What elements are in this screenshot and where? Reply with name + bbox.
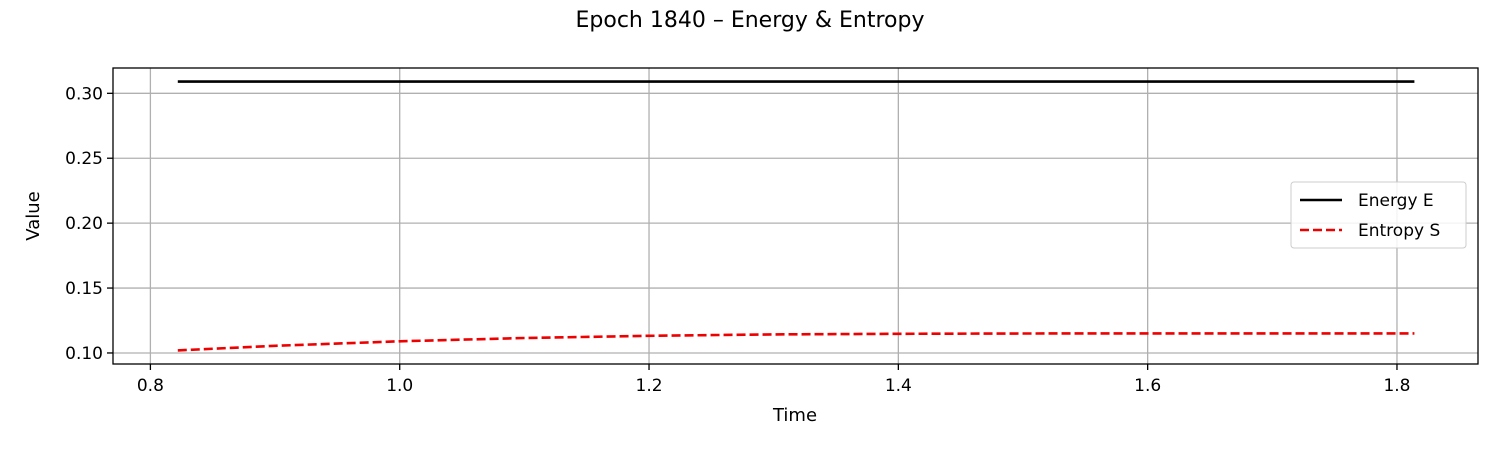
x-tick-label: 1.0 xyxy=(386,376,413,396)
x-axis-label: Time xyxy=(772,405,817,426)
legend-items: Energy E Entropy S xyxy=(1300,191,1440,241)
series-lines xyxy=(177,80,1415,352)
y-tick-label: 0.10 xyxy=(65,344,103,364)
y-tick-label: 0.15 xyxy=(65,279,103,299)
legend-label: Entropy S xyxy=(1358,221,1440,241)
chart-title: Epoch 1840 – Energy & Entropy xyxy=(576,8,925,33)
x-tick-label: 1.2 xyxy=(636,376,663,396)
y-tick-label: 0.20 xyxy=(65,214,103,234)
plot-frame xyxy=(112,67,1479,365)
axis-ticks: 0.8 1.0 1.2 1.4 1.6 1.8 0.10 0.15 0.20 0.25 0.30 xyxy=(65,84,1410,396)
series-line-entropy-s xyxy=(177,332,1415,352)
legend-box xyxy=(1290,181,1467,249)
y-tick-label: 0.25 xyxy=(65,149,103,169)
grid-lines xyxy=(113,68,1478,364)
x-tick-label: 0.8 xyxy=(137,376,164,396)
x-tick-label: 1.8 xyxy=(1383,376,1410,396)
x-tick-label: 1.6 xyxy=(1134,376,1161,396)
y-axis-label: Value xyxy=(23,191,44,240)
y-tick-label: 0.30 xyxy=(65,84,103,104)
legend-label: Energy E xyxy=(1358,191,1434,211)
legend: Energy E Entropy S xyxy=(1290,181,1467,249)
x-tick-label: 1.4 xyxy=(885,376,912,396)
